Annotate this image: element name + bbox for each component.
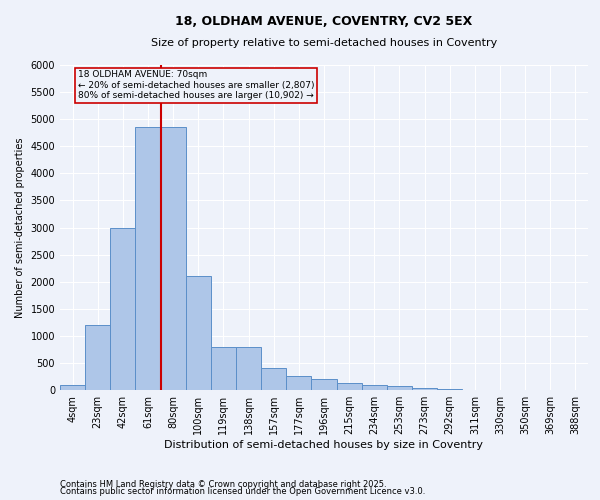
Text: Contains HM Land Registry data © Crown copyright and database right 2025.: Contains HM Land Registry data © Crown c… <box>60 480 386 489</box>
Bar <box>412 388 437 390</box>
Bar <box>85 325 110 390</box>
Bar <box>60 384 85 390</box>
Bar <box>387 386 412 390</box>
Bar <box>337 383 362 390</box>
Bar <box>261 368 286 390</box>
X-axis label: Distribution of semi-detached houses by size in Coventry: Distribution of semi-detached houses by … <box>164 440 484 450</box>
Text: Size of property relative to semi-detached houses in Coventry: Size of property relative to semi-detach… <box>151 38 497 48</box>
Bar <box>311 379 337 390</box>
Text: Contains public sector information licensed under the Open Government Licence v3: Contains public sector information licen… <box>60 488 425 496</box>
Text: 18 OLDHAM AVENUE: 70sqm
← 20% of semi-detached houses are smaller (2,807)
80% of: 18 OLDHAM AVENUE: 70sqm ← 20% of semi-de… <box>77 70 314 100</box>
Bar <box>362 384 387 390</box>
Bar <box>136 128 161 390</box>
Bar <box>236 346 261 390</box>
Bar <box>286 376 311 390</box>
Bar <box>211 346 236 390</box>
Bar <box>161 128 186 390</box>
Y-axis label: Number of semi-detached properties: Number of semi-detached properties <box>15 137 25 318</box>
Bar <box>110 228 136 390</box>
Text: 18, OLDHAM AVENUE, COVENTRY, CV2 5EX: 18, OLDHAM AVENUE, COVENTRY, CV2 5EX <box>175 15 473 28</box>
Bar <box>186 276 211 390</box>
